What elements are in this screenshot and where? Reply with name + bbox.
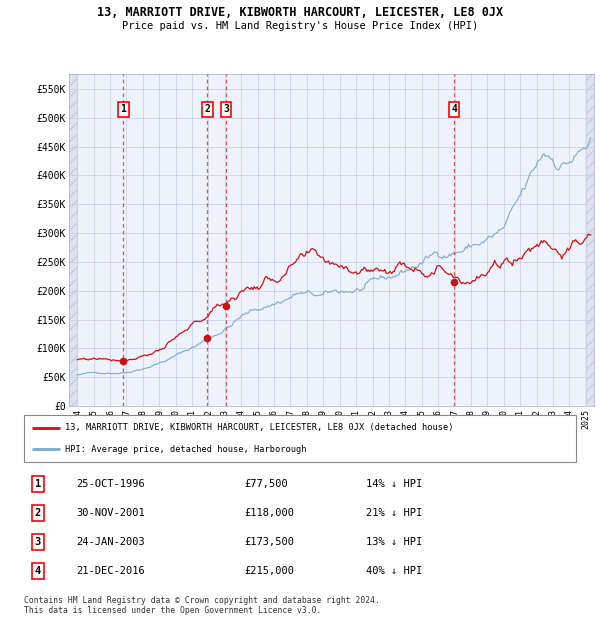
Text: £173,500: £173,500: [245, 537, 295, 547]
Text: 3: 3: [35, 537, 41, 547]
Text: 13% ↓ HPI: 13% ↓ HPI: [366, 537, 422, 547]
Text: 30-NOV-2001: 30-NOV-2001: [76, 508, 145, 518]
Text: 40% ↓ HPI: 40% ↓ HPI: [366, 566, 422, 577]
Text: 13, MARRIOTT DRIVE, KIBWORTH HARCOURT, LEICESTER, LE8 0JX: 13, MARRIOTT DRIVE, KIBWORTH HARCOURT, L…: [97, 6, 503, 19]
Text: £77,500: £77,500: [245, 479, 289, 489]
Text: £215,000: £215,000: [245, 566, 295, 577]
Text: £118,000: £118,000: [245, 508, 295, 518]
Text: 1: 1: [35, 479, 41, 489]
Text: 1: 1: [121, 104, 126, 114]
Text: 21-DEC-2016: 21-DEC-2016: [76, 566, 145, 577]
Text: HPI: Average price, detached house, Harborough: HPI: Average price, detached house, Harb…: [65, 445, 307, 454]
Bar: [586, 74, 594, 406]
Text: 21% ↓ HPI: 21% ↓ HPI: [366, 508, 422, 518]
Text: 14% ↓ HPI: 14% ↓ HPI: [366, 479, 422, 489]
Text: 25-OCT-1996: 25-OCT-1996: [76, 479, 145, 489]
Text: 3: 3: [223, 104, 229, 114]
Text: 24-JAN-2003: 24-JAN-2003: [76, 537, 145, 547]
FancyBboxPatch shape: [24, 415, 576, 462]
Bar: [69, 74, 77, 406]
Text: 2: 2: [35, 508, 41, 518]
Text: 13, MARRIOTT DRIVE, KIBWORTH HARCOURT, LEICESTER, LE8 0JX (detached house): 13, MARRIOTT DRIVE, KIBWORTH HARCOURT, L…: [65, 423, 454, 433]
Text: 4: 4: [35, 566, 41, 577]
Text: Contains HM Land Registry data © Crown copyright and database right 2024.
This d: Contains HM Land Registry data © Crown c…: [24, 596, 380, 615]
Text: 2: 2: [204, 104, 210, 114]
Text: 4: 4: [451, 104, 457, 114]
Text: Price paid vs. HM Land Registry's House Price Index (HPI): Price paid vs. HM Land Registry's House …: [122, 21, 478, 31]
